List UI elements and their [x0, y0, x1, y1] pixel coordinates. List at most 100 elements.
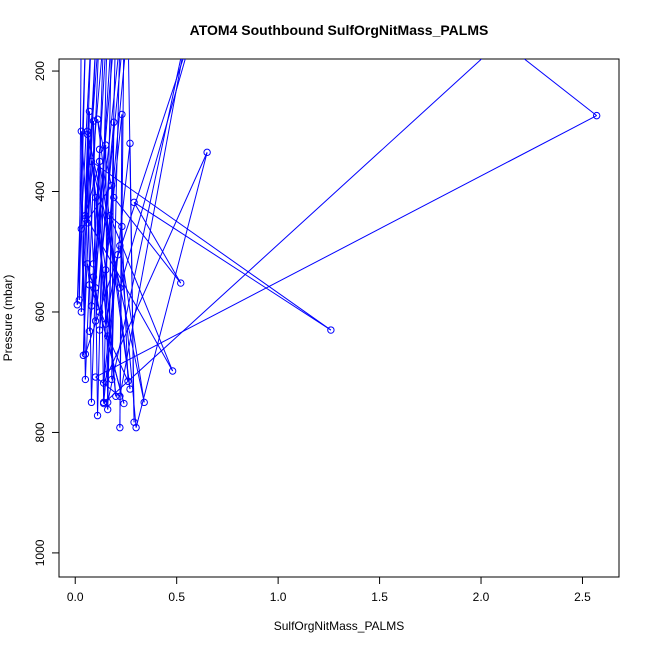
- data-point: [116, 284, 124, 292]
- data-point: [140, 398, 148, 407]
- data-point: [498, 38, 504, 44]
- data-point: [95, 308, 104, 316]
- y-tick-label: 600: [33, 302, 47, 322]
- data-point: [117, 38, 123, 44]
- data-point: [82, 38, 88, 44]
- data-point: [95, 326, 104, 334]
- series-segment: [111, 59, 120, 380]
- data-point: [95, 145, 104, 154]
- data-point: [91, 193, 100, 202]
- data-point: [75, 296, 83, 304]
- data-point: [108, 181, 116, 190]
- series-segment: [86, 134, 94, 264]
- data-point: [118, 110, 126, 119]
- series-segment: [119, 114, 123, 428]
- series-segment: [91, 160, 332, 331]
- data-point: [101, 320, 110, 328]
- data-point: [81, 214, 90, 223]
- x-axis: 0.0 0.5 1.0 1.5 2.0 2.5: [67, 577, 591, 604]
- data-point: [120, 399, 128, 408]
- series-segment: [99, 161, 131, 390]
- series-segment: [90, 161, 121, 288]
- series-segment: [95, 197, 109, 337]
- data-point: [124, 377, 132, 385]
- series-segment: [119, 245, 137, 428]
- data-point: [73, 301, 81, 309]
- x-tick-label: 2.0: [473, 590, 490, 604]
- data-point: [93, 115, 102, 123]
- series-segment: [103, 152, 208, 384]
- data-point: [87, 157, 96, 166]
- data-point: [130, 198, 138, 207]
- y-tick-label: 800: [33, 422, 47, 442]
- data-point: [126, 139, 134, 148]
- data-point: [85, 281, 94, 289]
- series-segment: [97, 119, 115, 198]
- series-segment: [103, 59, 483, 404]
- data-point: [87, 398, 96, 407]
- data-point: [121, 26, 127, 32]
- data-point: [103, 332, 112, 340]
- y-axis: 200 400 600 800 1000: [33, 61, 59, 566]
- data-point: [101, 141, 110, 149]
- data-point: [88, 26, 94, 32]
- series-segment: [103, 59, 112, 403]
- data-point: [109, 26, 115, 32]
- data-point: [592, 111, 601, 120]
- data-point: [89, 273, 98, 281]
- data-point: [177, 279, 185, 287]
- data-point: [125, 20, 131, 26]
- series-segment: [133, 202, 182, 284]
- y-tick-label: 400: [33, 181, 47, 201]
- chart-title: ATOM4 Southbound SulfOrgNitMass_PALMS: [190, 22, 489, 38]
- x-tick-label: 1.0: [270, 590, 287, 604]
- series-segment: [84, 161, 101, 216]
- data-point: [118, 222, 126, 231]
- data-point: [93, 411, 102, 420]
- y-tick-label: 1000: [33, 539, 47, 566]
- series-segment: [80, 228, 86, 355]
- data-point: [116, 392, 124, 401]
- data-point: [104, 8, 110, 14]
- series-segment: [84, 59, 99, 380]
- data-point: [103, 405, 112, 414]
- series-segment: [119, 59, 186, 289]
- data-point: [81, 211, 90, 220]
- data-point: [87, 302, 96, 310]
- x-tick-label: 0.5: [168, 590, 185, 604]
- data-point: [83, 127, 92, 135]
- series-segment: [523, 59, 597, 117]
- data-point: [99, 379, 108, 387]
- data-point: [112, 392, 120, 401]
- series-segment: [107, 185, 113, 403]
- series-segment: [133, 201, 332, 331]
- data-point: [188, 8, 194, 14]
- x-axis-label: SulfOrgNitMass_PALMS: [274, 619, 404, 633]
- series-segment: [99, 311, 125, 404]
- data-point: [116, 242, 124, 250]
- data-point: [132, 423, 140, 432]
- series-segment: [86, 134, 92, 403]
- series-segment: [80, 131, 88, 223]
- data-point: [85, 327, 94, 335]
- data-point: [203, 148, 211, 157]
- data-point: [95, 157, 104, 166]
- data-point: [89, 117, 98, 125]
- data-point: [108, 375, 116, 384]
- data-point: [85, 107, 94, 116]
- data-point: [92, 44, 98, 50]
- series-segment: [84, 215, 174, 372]
- data-point: [99, 399, 108, 408]
- series-segment: [109, 215, 123, 227]
- data-point: [83, 260, 92, 268]
- x-tick-label: 1.5: [371, 590, 388, 604]
- data-series: [73, 8, 601, 432]
- data-point: [110, 193, 118, 202]
- data-point: [81, 350, 90, 358]
- data-point: [196, 8, 202, 14]
- series-segment: [119, 59, 183, 397]
- y-tick-label: 200: [33, 61, 47, 81]
- data-point: [91, 373, 100, 381]
